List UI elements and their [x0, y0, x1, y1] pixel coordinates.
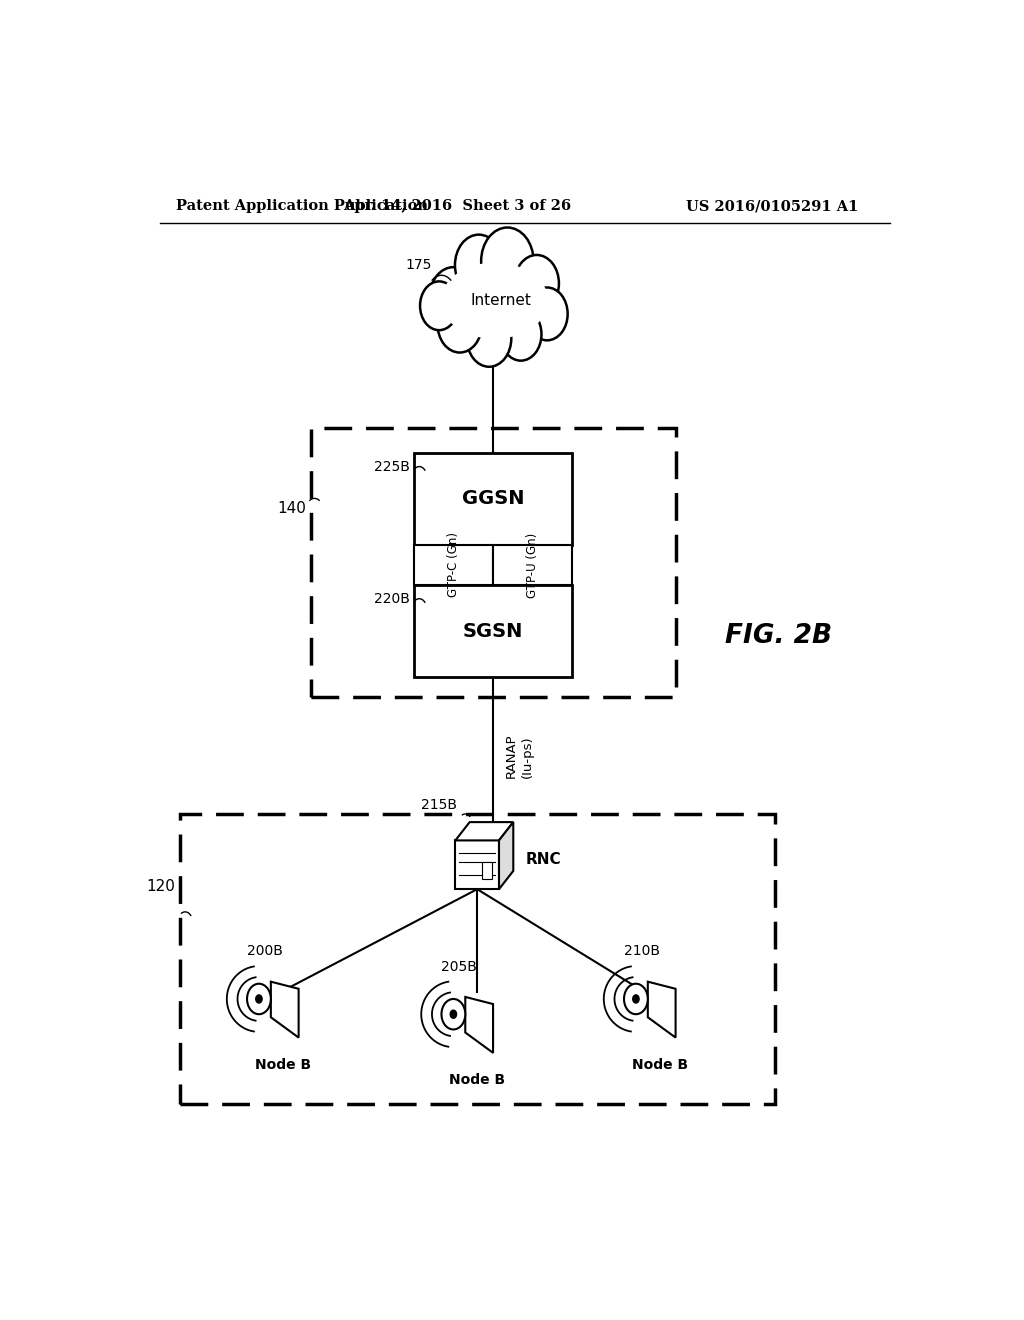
Text: 175: 175 — [406, 259, 432, 272]
Circle shape — [441, 999, 465, 1030]
Text: Node B: Node B — [255, 1057, 311, 1072]
Text: 140: 140 — [278, 502, 306, 516]
Ellipse shape — [441, 263, 548, 339]
Bar — [414, 585, 572, 677]
Circle shape — [455, 235, 503, 296]
Polygon shape — [499, 822, 513, 890]
Polygon shape — [270, 982, 299, 1038]
Text: GGSN: GGSN — [462, 490, 524, 508]
Bar — [179, 814, 775, 1104]
Circle shape — [624, 983, 648, 1014]
Circle shape — [500, 308, 542, 360]
Bar — [481, 862, 493, 879]
Text: FIG. 2B: FIG. 2B — [725, 623, 833, 649]
Bar — [414, 545, 493, 585]
Text: Patent Application Publication: Patent Application Publication — [176, 199, 428, 213]
Text: SGSN: SGSN — [463, 622, 523, 640]
Circle shape — [514, 255, 559, 312]
Bar — [456, 841, 499, 890]
Text: Apr. 14, 2016  Sheet 3 of 26: Apr. 14, 2016 Sheet 3 of 26 — [343, 199, 571, 213]
Ellipse shape — [435, 255, 554, 346]
Text: 205B: 205B — [441, 960, 477, 974]
Text: 225B: 225B — [374, 459, 410, 474]
Text: RNC: RNC — [525, 853, 561, 867]
Text: 120: 120 — [146, 879, 176, 894]
Polygon shape — [648, 982, 676, 1038]
Text: 210B: 210B — [624, 944, 660, 958]
Circle shape — [437, 296, 482, 352]
Text: GTP-U (Gn): GTP-U (Gn) — [526, 532, 540, 598]
Polygon shape — [465, 997, 494, 1053]
Circle shape — [451, 1010, 457, 1018]
Bar — [310, 428, 676, 697]
Circle shape — [247, 983, 270, 1014]
Text: Node B: Node B — [632, 1057, 688, 1072]
Circle shape — [430, 267, 477, 329]
Text: Internet: Internet — [471, 293, 531, 308]
Bar — [414, 453, 572, 545]
Text: US 2016/0105291 A1: US 2016/0105291 A1 — [686, 199, 858, 213]
Text: RANAP
(Iu-ps): RANAP (Iu-ps) — [505, 733, 534, 777]
Text: Node B: Node B — [450, 1073, 505, 1088]
Polygon shape — [456, 822, 513, 841]
Circle shape — [526, 288, 567, 341]
Text: 215B: 215B — [421, 799, 458, 812]
Text: GTP-C (Gn): GTP-C (Gn) — [446, 532, 460, 598]
Circle shape — [256, 995, 262, 1003]
Circle shape — [467, 310, 511, 367]
Bar — [494, 545, 572, 585]
Circle shape — [633, 995, 639, 1003]
Circle shape — [420, 281, 458, 330]
Text: 200B: 200B — [247, 944, 283, 958]
Circle shape — [481, 227, 534, 294]
Text: 220B: 220B — [374, 591, 410, 606]
